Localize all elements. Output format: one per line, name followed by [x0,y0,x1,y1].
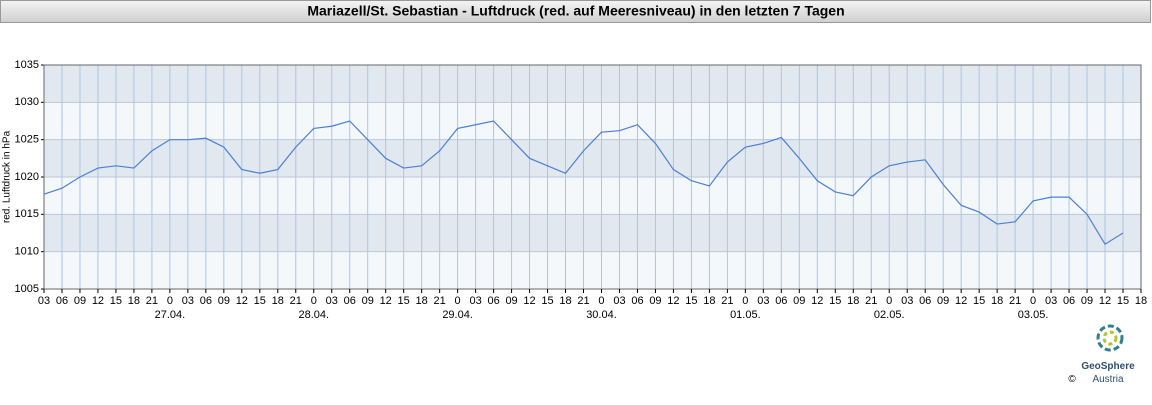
x-tick-label: 03 [38,295,50,307]
grid-band [44,214,1141,252]
x-tick-label: 21 [146,295,158,307]
x-tick-label: 03 [757,295,769,307]
x-tick-label: 03 [469,295,481,307]
x-tick-label: 0 [598,295,604,307]
y-tick-label: 1005 [15,283,39,295]
x-tick-label: 12 [1099,295,1111,307]
x-tick-label: 09 [793,295,805,307]
x-tick-label: 0 [455,295,461,307]
grid-band [44,65,1141,103]
x-tick-label: 03 [613,295,625,307]
x-tick-label: 03 [901,295,913,307]
x-tick-label: 15 [1117,295,1129,307]
copyright: © [1068,374,1076,385]
x-tick-label: 21 [865,295,877,307]
y-tick-label: 1035 [15,59,39,71]
x-tick-label: 06 [1063,295,1075,307]
x-tick-label: 15 [829,295,841,307]
y-tick-label: 1030 [15,96,39,108]
x-tick-label: 09 [74,295,86,307]
x-tick-label: 15 [110,295,122,307]
y-axis-label: red. Luftdruck in hPa [2,130,13,223]
x-tick-label: 18 [559,295,571,307]
x-tick-label: 18 [847,295,859,307]
x-tick-label: 18 [416,295,428,307]
date-label: 28.04. [298,309,329,321]
x-tick-label: 21 [1009,295,1021,307]
logo: GeoSphere Austria © [1068,324,1135,385]
date-label: 01.05. [730,309,761,321]
x-tick-label: 18 [128,295,140,307]
x-tick-label: 06 [344,295,356,307]
x-tick-label: 0 [311,295,317,307]
chart-title: Mariazell/St. Sebastian - Luftdruck (red… [307,3,844,19]
x-tick-label: 21 [290,295,302,307]
x-tick-label: 0 [1030,295,1036,307]
x-tick-label: 03 [326,295,338,307]
x-tick-label: 15 [685,295,697,307]
x-tick-label: 06 [775,295,787,307]
x-tick-label: 12 [667,295,679,307]
y-tick-label: 1010 [15,246,39,258]
x-tick-label: 15 [541,295,553,307]
x-tick-label: 12 [236,295,248,307]
plot-border [43,64,1142,290]
x-tick-label: 09 [505,295,517,307]
x-tick-label: 18 [991,295,1003,307]
x-tick-label: 21 [577,295,589,307]
x-tick-label: 15 [254,295,266,307]
x-tick-label: 03 [1045,295,1057,307]
x-tick-label: 09 [218,295,230,307]
x-tick-label: 06 [487,295,499,307]
x-tick-label: 18 [1135,295,1147,307]
data-line [43,120,1124,246]
x-tick-label: 21 [721,295,733,307]
x-tick-label: 06 [919,295,931,307]
date-label: 02.05. [874,309,905,321]
y-tick-label: 1015 [15,208,39,220]
x-tick-label: 09 [1081,295,1093,307]
date-label: 03.05. [1018,309,1049,321]
x-tick-label: 15 [398,295,410,307]
x-tick-label: 21 [434,295,446,307]
title-bar [0,0,1151,23]
x-tick-label: 09 [649,295,661,307]
grid-band [44,139,1141,177]
x-tick-label: 0 [886,295,892,307]
logo-sub: Austria [1092,374,1124,385]
x-tick-label: 06 [200,295,212,307]
x-tick-label: 12 [811,295,823,307]
date-label: 30.04. [586,309,617,321]
logo-name: GeoSphere [1081,361,1135,372]
x-tick-label: 12 [380,295,392,307]
x-tick-label: 18 [703,295,715,307]
date-label: 29.04. [442,309,473,321]
date-label: 27.04. [155,309,186,321]
x-tick-label: 06 [56,295,68,307]
x-tick-label: 15 [973,295,985,307]
x-tick-label: 0 [167,295,173,307]
x-tick-label: 03 [182,295,194,307]
x-tick-label: 12 [523,295,535,307]
x-tick-label: 0 [742,295,748,307]
x-tick-label: 12 [955,295,967,307]
x-tick-label: 18 [272,295,284,307]
x-tick-label: 09 [937,295,949,307]
y-tick-label: 1025 [15,134,39,146]
x-tick-label: 06 [631,295,643,307]
y-tick-label: 1020 [15,171,39,183]
x-tick-label: 09 [362,295,374,307]
x-tick-label: 12 [92,295,104,307]
